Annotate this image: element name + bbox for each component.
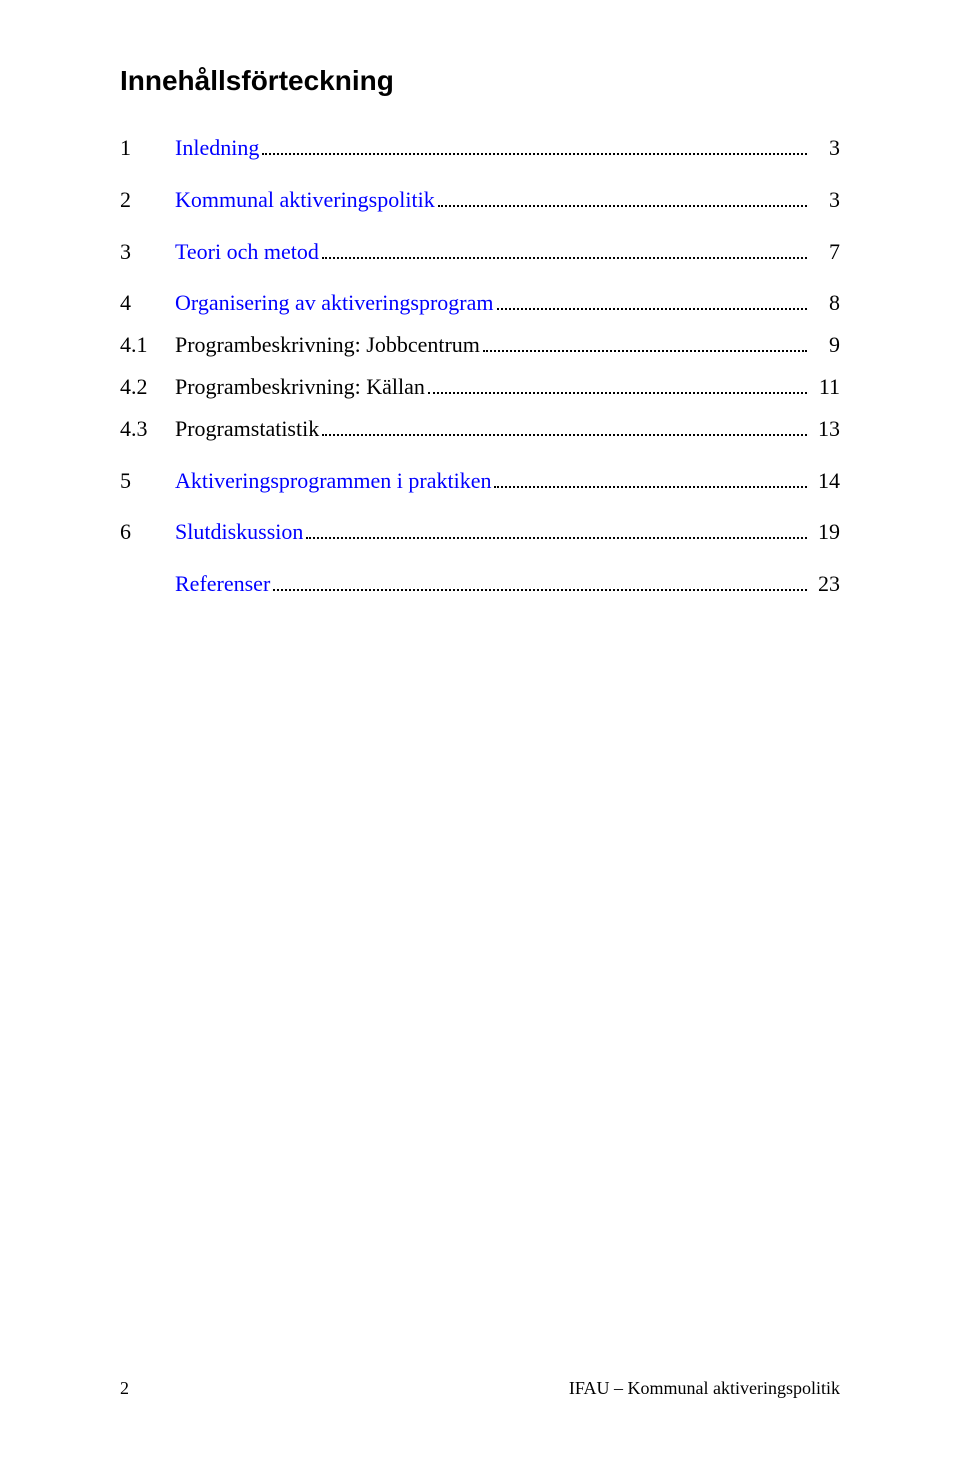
toc-entry-page: 8 — [810, 282, 840, 324]
toc-entry-label[interactable]: Teori och metod — [175, 231, 319, 273]
footer-right-text: IFAU – Kommunal aktiveringspolitik — [569, 1378, 840, 1399]
toc-spacer — [120, 501, 840, 511]
toc-entry-label[interactable]: Programbeskrivning: Jobbcentrum — [175, 324, 480, 366]
toc-entry: 4.1 Programbeskrivning: Jobbcentrum 9 — [120, 324, 840, 366]
toc-title-heading: Innehållsförteckning — [120, 65, 840, 97]
toc-entry-page: 19 — [810, 511, 840, 553]
toc-entry-page: 14 — [810, 460, 840, 502]
toc-entry-page: 3 — [810, 127, 840, 169]
toc-entry-number: 3 — [120, 231, 175, 273]
toc-entry-number: 4.1 — [120, 324, 175, 366]
toc-entry-number: 4.2 — [120, 366, 175, 408]
toc-entry-number: 1 — [120, 127, 175, 169]
toc-entry-number: 4.3 — [120, 408, 175, 450]
toc-leader — [322, 235, 807, 259]
toc-leader — [494, 464, 807, 488]
toc-entry-page: 11 — [810, 366, 840, 408]
toc-leader — [273, 567, 807, 591]
toc-leader — [428, 370, 807, 394]
page-footer: 2 IFAU – Kommunal aktiveringspolitik — [120, 1378, 840, 1399]
toc-leader — [306, 515, 807, 539]
toc-leader — [322, 412, 807, 436]
footer-page-number: 2 — [120, 1378, 129, 1399]
toc-entry: 5 Aktiveringsprogrammen i praktiken 14 — [120, 460, 840, 502]
toc-entry-page: 23 — [810, 563, 840, 605]
toc-entry-page: 3 — [810, 179, 840, 221]
toc-leader — [438, 183, 807, 207]
toc-spacer — [120, 553, 840, 563]
toc-leader — [483, 328, 807, 352]
toc-entry-label[interactable]: Programstatistik — [175, 408, 319, 450]
toc-entry-label[interactable]: Aktiveringsprogrammen i praktiken — [175, 460, 491, 502]
toc-entry-label[interactable]: Programbeskrivning: Källan — [175, 366, 425, 408]
toc-list: 1 Inledning 3 2 Kommunal aktiveringspoli… — [120, 127, 840, 605]
toc-spacer — [120, 450, 840, 460]
toc-entry-page: 7 — [810, 231, 840, 273]
toc-entry-label[interactable]: Referenser — [175, 563, 270, 605]
toc-entry-number: 5 — [120, 460, 175, 502]
toc-entry-label[interactable]: Slutdiskussion — [175, 511, 303, 553]
toc-entry-page: 9 — [810, 324, 840, 366]
toc-entry: 3 Teori och metod 7 — [120, 231, 840, 273]
toc-entry-number: 2 — [120, 179, 175, 221]
toc-entry-label[interactable]: Inledning — [175, 127, 259, 169]
toc-spacer — [120, 221, 840, 231]
toc-entry-number: 4 — [120, 282, 175, 324]
toc-spacer — [120, 169, 840, 179]
page: Innehållsförteckning 1 Inledning 3 2 Kom… — [0, 0, 960, 1469]
toc-entry-label[interactable]: Organisering av aktiveringsprogram — [175, 282, 494, 324]
toc-leader — [262, 131, 807, 155]
toc-entry: 1 Inledning 3 — [120, 127, 840, 169]
toc-entry: Referenser 23 — [120, 563, 840, 605]
toc-entry-label[interactable]: Kommunal aktiveringspolitik — [175, 179, 435, 221]
toc-entry: 4 Organisering av aktiveringsprogram 8 — [120, 282, 840, 324]
toc-entry: 4.3 Programstatistik 13 — [120, 408, 840, 450]
toc-entry: 4.2 Programbeskrivning: Källan 11 — [120, 366, 840, 408]
toc-spacer — [120, 272, 840, 282]
toc-entry-page: 13 — [810, 408, 840, 450]
toc-entry: 2 Kommunal aktiveringspolitik 3 — [120, 179, 840, 221]
toc-leader — [497, 286, 807, 310]
toc-entry: 6 Slutdiskussion 19 — [120, 511, 840, 553]
toc-entry-number: 6 — [120, 511, 175, 553]
